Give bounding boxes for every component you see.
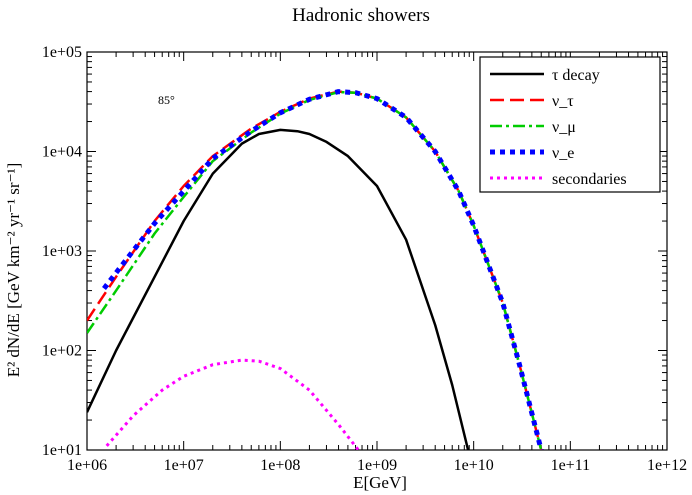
series-line-4	[105, 358, 361, 450]
legend-box	[479, 56, 661, 193]
x-axis-label: E[GeV]	[353, 473, 407, 492]
legend-label-4: secondaries	[552, 171, 627, 188]
y-tick-label: 1e+01	[42, 442, 82, 459]
series-line-1	[87, 90, 543, 450]
legend-label-2: ν_μ	[552, 119, 576, 136]
legend: τ decay ν_τ ν_μ ν_e secondaries	[479, 56, 661, 193]
x-tick-label: 1e+09	[357, 457, 397, 474]
series-line-3	[102, 89, 544, 450]
series-layer	[87, 89, 544, 450]
y-tick-label: 1e+02	[42, 343, 82, 360]
y-axis-label: E² dN/dE [GeV km⁻² yr⁻¹ sr⁻¹]	[4, 163, 23, 378]
legend-label-3: ν_e	[552, 145, 574, 162]
x-tick-label: 1e+11	[551, 457, 591, 474]
series-line-2	[87, 90, 543, 450]
y-tick-label: 1e+05	[42, 44, 82, 61]
y-axis-ticks: 1e+01 1e+02 1e+03 1e+04 1e+05	[42, 44, 667, 459]
x-tick-label: 1e+07	[164, 457, 204, 474]
x-tick-label: 1e+10	[454, 457, 494, 474]
x-tick-label: 1e+08	[260, 457, 300, 474]
legend-label-1: ν_τ	[552, 93, 574, 110]
x-tick-label: 1e+06	[67, 457, 107, 474]
x-tick-label: 1e+12	[647, 457, 687, 474]
x-axis-ticks: 1e+06 1e+07 1e+08 1e+09 1e+10 1e+11 1e+12	[67, 52, 687, 474]
angle-annotation: 85°	[158, 93, 175, 107]
series-line-0	[87, 128, 470, 450]
chart-title: Hadronic showers	[292, 5, 430, 26]
legend-label-0: τ decay	[552, 67, 600, 84]
y-tick-label: 1e+03	[42, 243, 82, 260]
y-tick-label: 1e+04	[42, 144, 82, 161]
